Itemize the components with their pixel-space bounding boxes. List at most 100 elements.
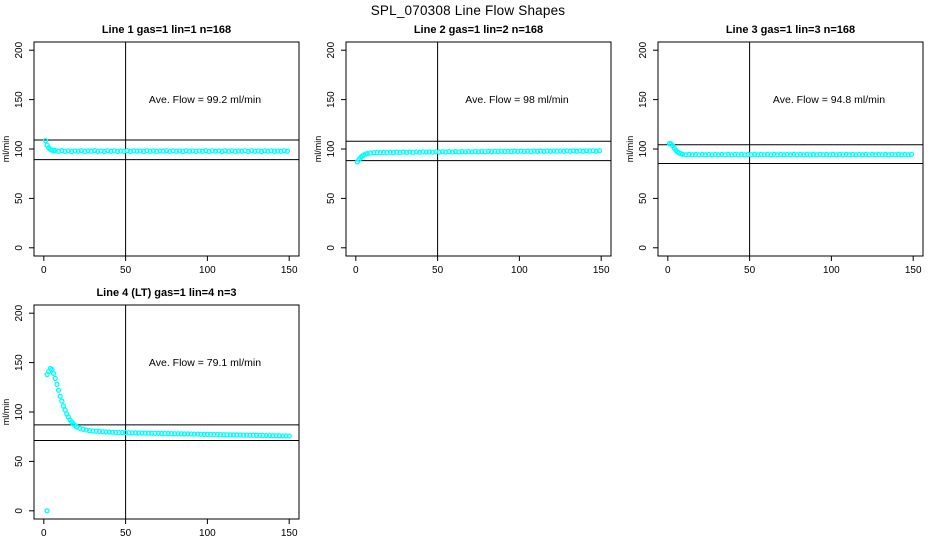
data-point [551,148,557,154]
data-point [255,148,261,154]
data-point [449,149,455,155]
x-tick-label: 0 [41,528,47,539]
x-tick-label: 0 [353,265,359,276]
data-point [142,430,148,436]
data-point [823,151,830,158]
data-point [885,152,892,158]
data-point [149,430,155,436]
data-point [587,148,593,154]
data-point [250,432,256,438]
data-point [397,149,403,156]
data-point [193,148,199,155]
data-point [511,148,518,154]
data-point [113,429,119,436]
subplot-title: Line 3 gas=1 lin=3 n=168 [726,24,855,36]
data-point [145,430,152,436]
data-point [55,387,62,393]
data-point [712,151,718,157]
data-point [407,149,413,155]
data-point [276,433,283,439]
data-point [209,148,215,154]
data-point [778,151,784,157]
data-point [147,148,153,154]
data-point [853,152,859,158]
data-point [252,148,258,154]
y-tick-label: 150 [638,91,649,108]
data-point [273,433,279,439]
main-title: SPL_070308 Line Flow Shapes [370,3,566,18]
data-point [876,151,882,158]
data-point [260,432,266,439]
data-point [367,150,374,156]
data-point [131,148,137,154]
data-point [158,430,165,437]
data-point [279,433,286,439]
data-point [810,151,817,158]
subplot-title: Line 4 (LT) gas=1 lin=4 n=3 [96,287,236,299]
data-point [95,148,101,155]
data-point [577,148,583,154]
data-point [892,152,898,158]
data-point [191,431,197,437]
data-point [278,148,284,154]
data-point [836,151,843,158]
data-point [132,430,139,436]
x-tick-label: 50 [120,265,132,276]
data-point [521,148,527,155]
data-point [850,151,856,158]
data-point [679,151,686,157]
y-tick-label: 100 [326,140,337,157]
data-point [899,152,905,158]
subplot-title: Line 1 gas=1 lin=1 n=168 [102,24,231,36]
data-point [416,149,423,155]
x-tick-label: 150 [593,265,610,276]
data-point [248,148,255,154]
data-point [833,152,839,158]
data-point [96,428,103,435]
y-tick-label: 50 [326,192,337,204]
data-point [283,433,289,439]
data-point [554,148,560,154]
data-point [593,148,599,154]
data-point [722,152,728,158]
data-point [240,432,247,438]
data-point [263,432,269,439]
data-point [170,148,176,154]
x-tick-label: 150 [281,265,298,276]
data-point [859,152,866,158]
data-point [439,149,446,155]
data-point [547,148,554,154]
y-tick-label: 200 [14,304,25,321]
y-tick-label: 50 [14,192,25,204]
data-point [154,148,160,155]
data-point [709,152,715,158]
data-point [686,151,692,157]
data-point [758,151,764,158]
data-point [212,148,219,154]
data-points [44,365,292,514]
data-point [443,149,449,155]
data-point [42,137,49,144]
y-tick-label: 150 [14,91,25,108]
x-tick-label: 150 [281,528,298,539]
y-tick-label: 150 [14,354,25,371]
data-point [755,152,761,158]
data-point [257,432,263,439]
ave-flow-annotation: Ave. Flow = 79.1 ml/min [149,357,261,369]
data-point [725,151,731,157]
data-point [528,148,534,155]
data-point [495,149,501,155]
data-point [224,432,230,438]
data-point [275,148,281,154]
data-point [196,148,202,154]
data-point [155,430,161,436]
data-point [583,148,590,154]
data-point [567,148,573,154]
data-point [217,431,224,438]
data-point [400,149,406,155]
data-point [807,152,813,158]
data-point [100,429,106,435]
data-point [108,148,114,154]
data-point [172,431,178,437]
